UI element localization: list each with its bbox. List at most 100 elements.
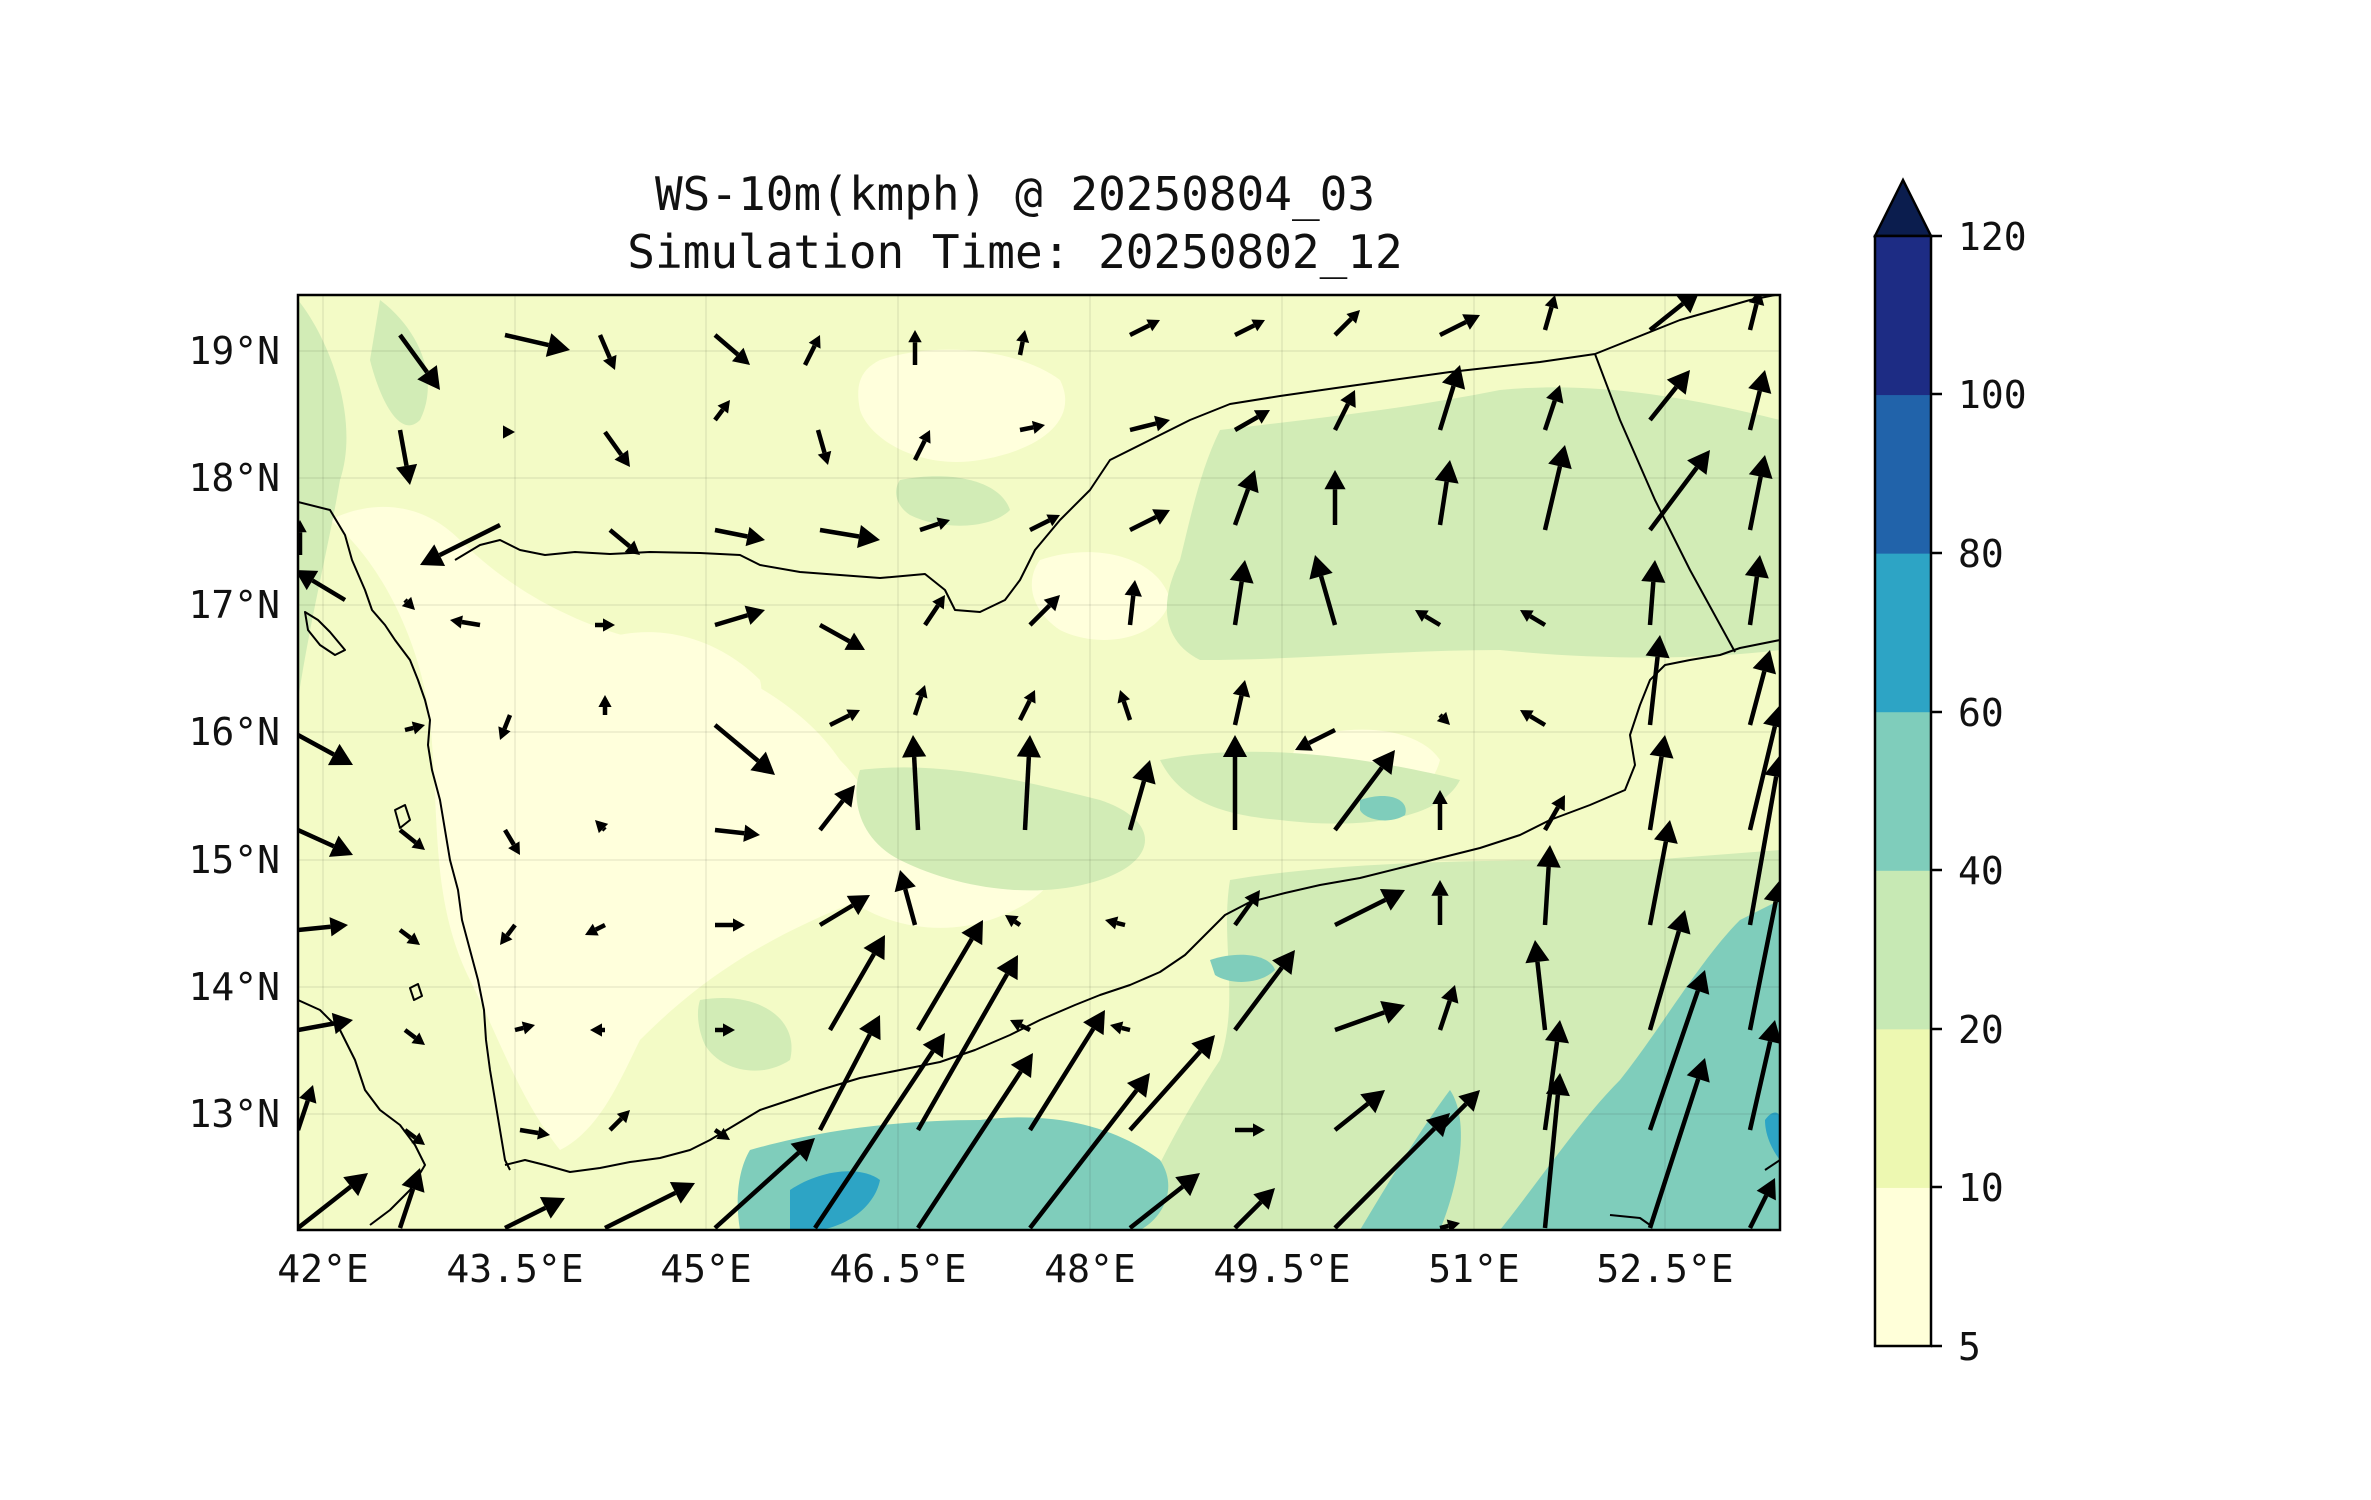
x-tick-label: 51°E — [1428, 1247, 1520, 1291]
wind-arrow — [1747, 1020, 1780, 1131]
wind-arrow — [1648, 370, 1690, 422]
wind-arrow — [714, 605, 765, 628]
wind-arrow — [1647, 735, 1674, 831]
wind-arrow-head — [1124, 580, 1142, 597]
wind-arrow-head — [1653, 820, 1678, 844]
wind-arrow-shaft — [461, 619, 481, 628]
wind-arrow — [713, 1127, 730, 1140]
wind-arrow — [1747, 705, 1780, 831]
wind-arrow-shaft — [1542, 465, 1563, 531]
wind-arrow-shaft — [713, 1151, 801, 1230]
wind-arrow-head — [1462, 314, 1480, 330]
island-1 — [304, 611, 346, 656]
wind-arrow-head — [503, 425, 515, 439]
wind-arrow-head — [1253, 410, 1270, 424]
wind-arrow-head — [603, 354, 617, 370]
wind-arrow-head — [329, 917, 348, 937]
wind-arrow-shaft — [713, 723, 760, 763]
wind-arrow — [585, 922, 607, 936]
wind-arrow-shaft — [1028, 1027, 1096, 1132]
wind-arrow-shaft — [818, 903, 854, 927]
wind-arrow-shaft — [1647, 581, 1656, 626]
wind-arrow-head — [1244, 890, 1260, 908]
wind-arrow — [916, 1053, 1033, 1230]
wind-arrow-head — [401, 1168, 425, 1193]
wind-arrow-head — [1752, 650, 1777, 675]
x-axis: 42°E 43.5°E 45°E 46.5°E 48°E 49.5°E 51°E… — [277, 1247, 1733, 1291]
wind-arrow — [597, 334, 617, 370]
wind-arrow-shaft — [298, 733, 335, 757]
coastline-and-borders — [298, 295, 1780, 1226]
socotra-tip — [1764, 1159, 1780, 1171]
wind-arrow — [1110, 1021, 1131, 1035]
wind-arrow-head — [328, 835, 353, 857]
saudi-yemen-border — [454, 353, 1596, 613]
wind-arrow — [1309, 555, 1338, 626]
wind-arrow — [1128, 319, 1160, 338]
wind-arrow — [608, 1110, 630, 1132]
wind-arrow — [1010, 1019, 1032, 1033]
wind-arrow-shaft — [828, 952, 876, 1032]
wind-arrow — [401, 596, 415, 610]
wind-arrow — [500, 923, 517, 945]
wind-arrow-head — [1686, 1058, 1710, 1083]
wind-arrow-head — [545, 333, 570, 357]
wind-vector-field — [298, 295, 1780, 1230]
wind-arrow — [498, 714, 513, 740]
wind-arrow — [504, 332, 570, 357]
y-axis: 19°N 18°N 17°N 16°N 15°N 14°N 13°N — [188, 329, 280, 1136]
wind-arrow-head — [1154, 415, 1170, 432]
wind-arrow — [595, 820, 609, 834]
wind-arrow-head — [1222, 735, 1248, 757]
wind-arrow — [1128, 509, 1170, 533]
gulf-of-aden-coast — [504, 639, 1780, 1173]
wind-arrow — [404, 721, 425, 735]
wind-arrow-head — [1686, 970, 1710, 995]
wind-arrow-head — [1010, 1019, 1024, 1032]
wind-arrow-head — [817, 450, 832, 465]
wind-arrow-shaft — [815, 429, 827, 454]
wind-arrow-head — [500, 931, 513, 945]
wind-arrow — [595, 618, 615, 632]
wind-arrow — [450, 615, 481, 629]
wind-arrow-head — [299, 1085, 317, 1104]
wind-arrow — [912, 685, 928, 716]
y-tick-label: 13°N — [188, 1092, 280, 1136]
wind-arrow-head — [1525, 940, 1550, 964]
wind-arrow-shaft — [298, 1021, 335, 1033]
wind-arrow — [1648, 450, 1710, 532]
wind-arrow — [1434, 460, 1459, 526]
wind-arrow-head — [1229, 560, 1254, 584]
colorbar-segment — [1875, 553, 1931, 713]
wind-arrow-head — [1758, 1020, 1780, 1044]
wind-arrow-shaft — [912, 439, 927, 462]
wind-arrow-shaft — [298, 924, 331, 933]
wind-arrow — [713, 333, 750, 365]
wind-arrow — [298, 1012, 353, 1035]
wind-arrow — [1641, 560, 1666, 626]
colorbar-tick-label: 60 — [1958, 691, 2004, 735]
wind-arrow-head — [733, 918, 745, 932]
wind-arrow-head — [922, 1033, 945, 1059]
wind-arrow — [298, 520, 307, 555]
wind-arrow-shaft — [714, 827, 745, 836]
wind-arrow — [1542, 445, 1572, 531]
wind-arrow-shaft — [1333, 317, 1353, 337]
wind-arrow-head — [744, 605, 765, 625]
colorbar-segment — [1875, 711, 1931, 871]
wind-arrow-head — [859, 1015, 881, 1041]
wind-arrow — [598, 695, 612, 715]
wind-arrow — [603, 1182, 695, 1230]
wind-arrow-head — [1016, 735, 1041, 758]
wind-arrow-head — [1126, 1073, 1150, 1098]
plot-area — [298, 295, 1780, 1230]
wind-arrow — [818, 623, 865, 650]
wind-arrow — [1028, 595, 1060, 627]
wind-arrow-shaft — [1333, 766, 1384, 832]
colorbar: 5 10 20 40 60 80 100 120 — [1872, 177, 2027, 1369]
wind-arrow-head — [1023, 690, 1036, 704]
wind-arrow — [1647, 970, 1710, 1131]
wind-arrow-shaft — [597, 334, 612, 359]
wind-arrow-shaft — [1542, 400, 1557, 431]
wind-arrow-head — [1748, 455, 1773, 479]
